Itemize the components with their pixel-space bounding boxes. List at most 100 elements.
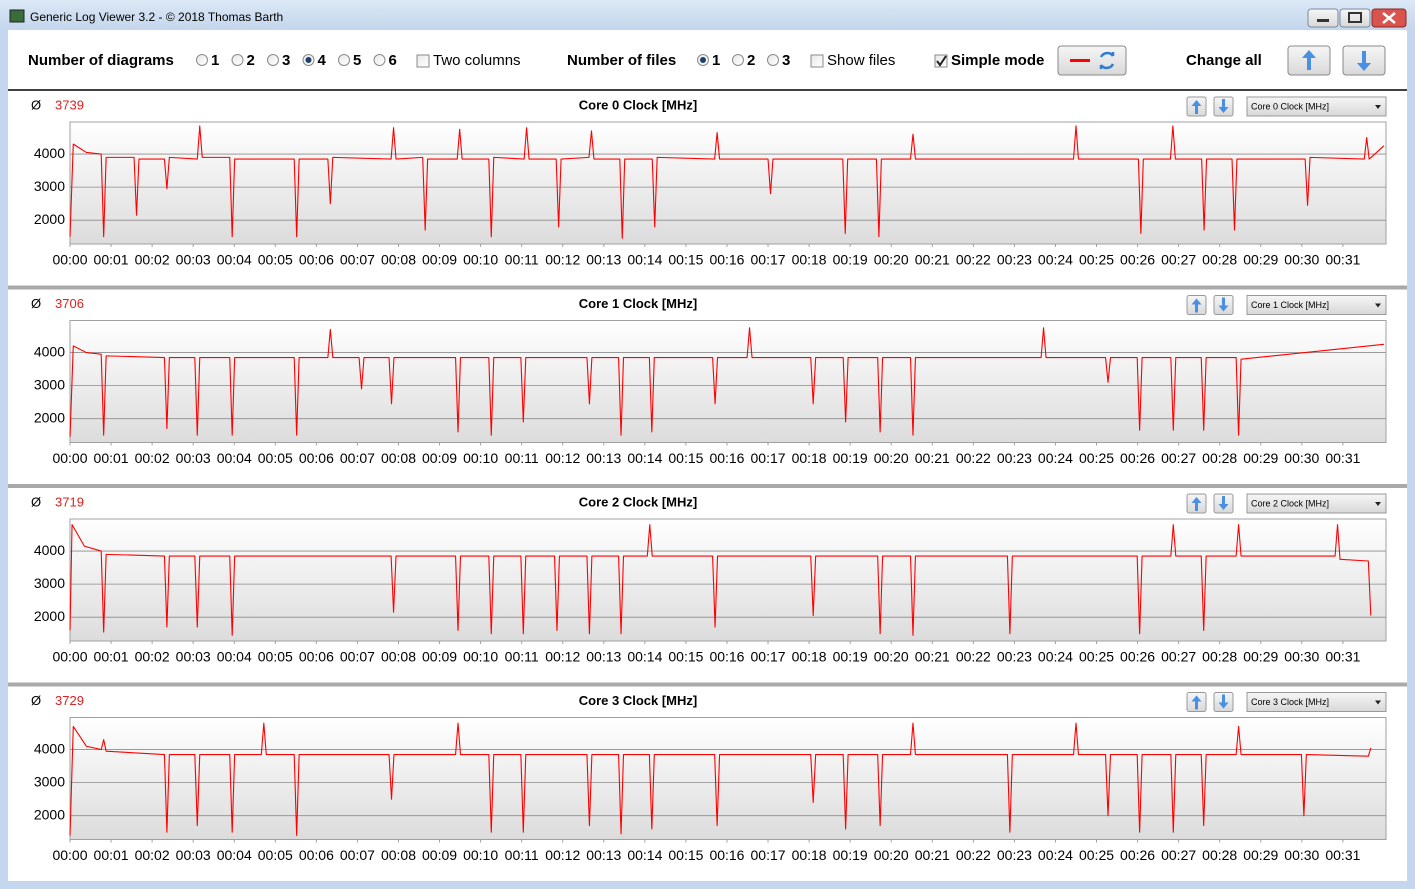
signal-dropdown[interactable] <box>1246 692 1387 712</box>
x-tick-label: 00:10 <box>463 847 498 863</box>
change-all-label: Change all <box>1186 52 1262 69</box>
x-tick-label: 00:24 <box>1038 450 1073 466</box>
x-tick-label: 00:10 <box>463 649 498 665</box>
files-label: Number of files <box>567 52 676 69</box>
show-files-label: Show files <box>827 52 895 69</box>
x-tick-label: 00:17 <box>751 450 786 466</box>
y-tick-label: 4000 <box>34 542 65 558</box>
x-tick-label: 00:16 <box>709 847 744 863</box>
color-button[interactable] <box>1057 45 1127 76</box>
x-tick-label: 00:28 <box>1202 450 1237 466</box>
radio-label: 1 <box>211 52 219 69</box>
x-tick-label: 00:25 <box>1079 649 1114 665</box>
x-tick-label: 00:22 <box>956 450 991 466</box>
x-tick-label: 00:12 <box>545 649 580 665</box>
radio-button[interactable] <box>338 54 350 66</box>
dropdown-arrow <box>1375 303 1381 308</box>
x-tick-label: 00:21 <box>915 847 950 863</box>
signal-dropdown[interactable] <box>1246 295 1387 315</box>
x-tick-label: 00:03 <box>176 252 211 268</box>
x-tick-label: 00:09 <box>422 649 457 665</box>
x-tick-label: 00:22 <box>956 847 991 863</box>
x-tick-label: 00:30 <box>1284 252 1319 268</box>
x-tick-label: 00:29 <box>1243 649 1278 665</box>
minimize-button[interactable] <box>1307 8 1339 28</box>
window-controls[interactable] <box>1307 8 1407 28</box>
dropdown-text: Core 2 Clock [MHz] <box>1251 498 1329 508</box>
y-tick-label: 3000 <box>34 575 65 591</box>
x-tick-label: 00:05 <box>258 847 293 863</box>
x-tick-label: 00:27 <box>1161 252 1196 268</box>
x-tick-label: 00:23 <box>997 847 1032 863</box>
panel-separator <box>8 285 1407 290</box>
x-tick-label: 00:04 <box>217 252 252 268</box>
x-tick-label: 00:26 <box>1120 450 1155 466</box>
down-arrow <box>1218 99 1229 113</box>
x-tick-label: 00:23 <box>997 252 1032 268</box>
signal-dropdown[interactable] <box>1246 493 1387 514</box>
diagram-panel: Ø 3706 Core 1 Clock [MHz] Core 1 Clock [MHz… <box>8 285 1407 466</box>
x-tick-label: 00:03 <box>176 847 211 863</box>
show-files-checkbox[interactable] <box>810 54 824 68</box>
x-tick-label: 00:21 <box>915 450 950 466</box>
radio-dot <box>305 57 312 63</box>
x-tick-label: 00:31 <box>1325 847 1360 863</box>
x-tick-label: 00:29 <box>1243 847 1278 863</box>
x-tick-label: 00:23 <box>997 450 1032 466</box>
radio-button[interactable] <box>196 54 208 66</box>
diagram-title: Core 1 Clock [MHz] <box>579 296 697 311</box>
title-bar <box>0 0 1415 30</box>
radio-button[interactable] <box>767 54 779 66</box>
signal-dropdown[interactable] <box>1246 96 1387 117</box>
down-arrow <box>1218 496 1229 510</box>
x-tick-label: 00:07 <box>340 649 375 665</box>
x-tick-label: 00:01 <box>94 847 129 863</box>
data-line <box>69 125 1385 239</box>
x-tick-label: 00:26 <box>1120 847 1155 863</box>
x-tick-label: 00:03 <box>176 450 211 466</box>
y-tick-label: 3000 <box>34 773 65 789</box>
two-columns-checkbox[interactable] <box>416 54 430 68</box>
radio-button[interactable] <box>373 54 386 66</box>
x-tick-label: 00:28 <box>1202 847 1237 863</box>
y-tick-label: 4000 <box>34 343 65 359</box>
window-title: Generic Log Viewer 3.2 - © 2018 Thomas B… <box>30 10 283 24</box>
x-tick-label: 00:15 <box>668 450 703 466</box>
x-tick-label: 00:20 <box>874 847 909 863</box>
x-tick-label: 00:13 <box>586 450 621 466</box>
x-tick-label: 00:08 <box>381 649 416 665</box>
x-tick-label: 00:21 <box>915 649 950 665</box>
x-tick-label: 00:19 <box>833 252 868 268</box>
dropdown-arrow <box>1375 502 1381 506</box>
x-tick-label: 00:27 <box>1161 450 1196 466</box>
x-tick-label: 00:14 <box>627 450 662 466</box>
x-tick-label: 00:04 <box>217 649 252 665</box>
x-tick-label: 00:17 <box>751 847 786 863</box>
radio-label: 3 <box>782 52 790 69</box>
radio-label: 3 <box>282 52 290 69</box>
data-line <box>69 722 1372 837</box>
maximize-button[interactable] <box>1339 8 1371 28</box>
y-tick-label: 2000 <box>34 409 65 425</box>
x-tick-label: 00:07 <box>340 252 375 268</box>
x-tick-label: 00:17 <box>751 252 786 268</box>
x-tick-label: 00:13 <box>586 252 621 268</box>
x-tick-label: 00:08 <box>381 847 416 863</box>
x-tick-label: 00:12 <box>545 847 580 863</box>
x-tick-label: 00:18 <box>792 252 827 268</box>
toolbar: Number of diagrams Two columns Number of… <box>28 45 1386 76</box>
x-tick-label: 00:09 <box>422 252 457 268</box>
average-symbol: Ø <box>31 97 41 112</box>
x-tick-label: 00:12 <box>545 252 580 268</box>
diagrams-label: Number of diagrams <box>28 52 174 69</box>
radio-button[interactable] <box>267 54 279 66</box>
down-arrow <box>1218 694 1229 709</box>
x-tick-label: 00:24 <box>1038 649 1073 665</box>
x-tick-label: 00:11 <box>505 252 539 268</box>
x-tick-label: 00:19 <box>833 847 868 863</box>
radio-button[interactable] <box>732 54 744 66</box>
x-tick-label: 00:22 <box>956 649 991 665</box>
radio-button[interactable] <box>231 54 244 66</box>
plot-area <box>69 320 1387 443</box>
x-tick-label: 00:00 <box>52 847 87 863</box>
